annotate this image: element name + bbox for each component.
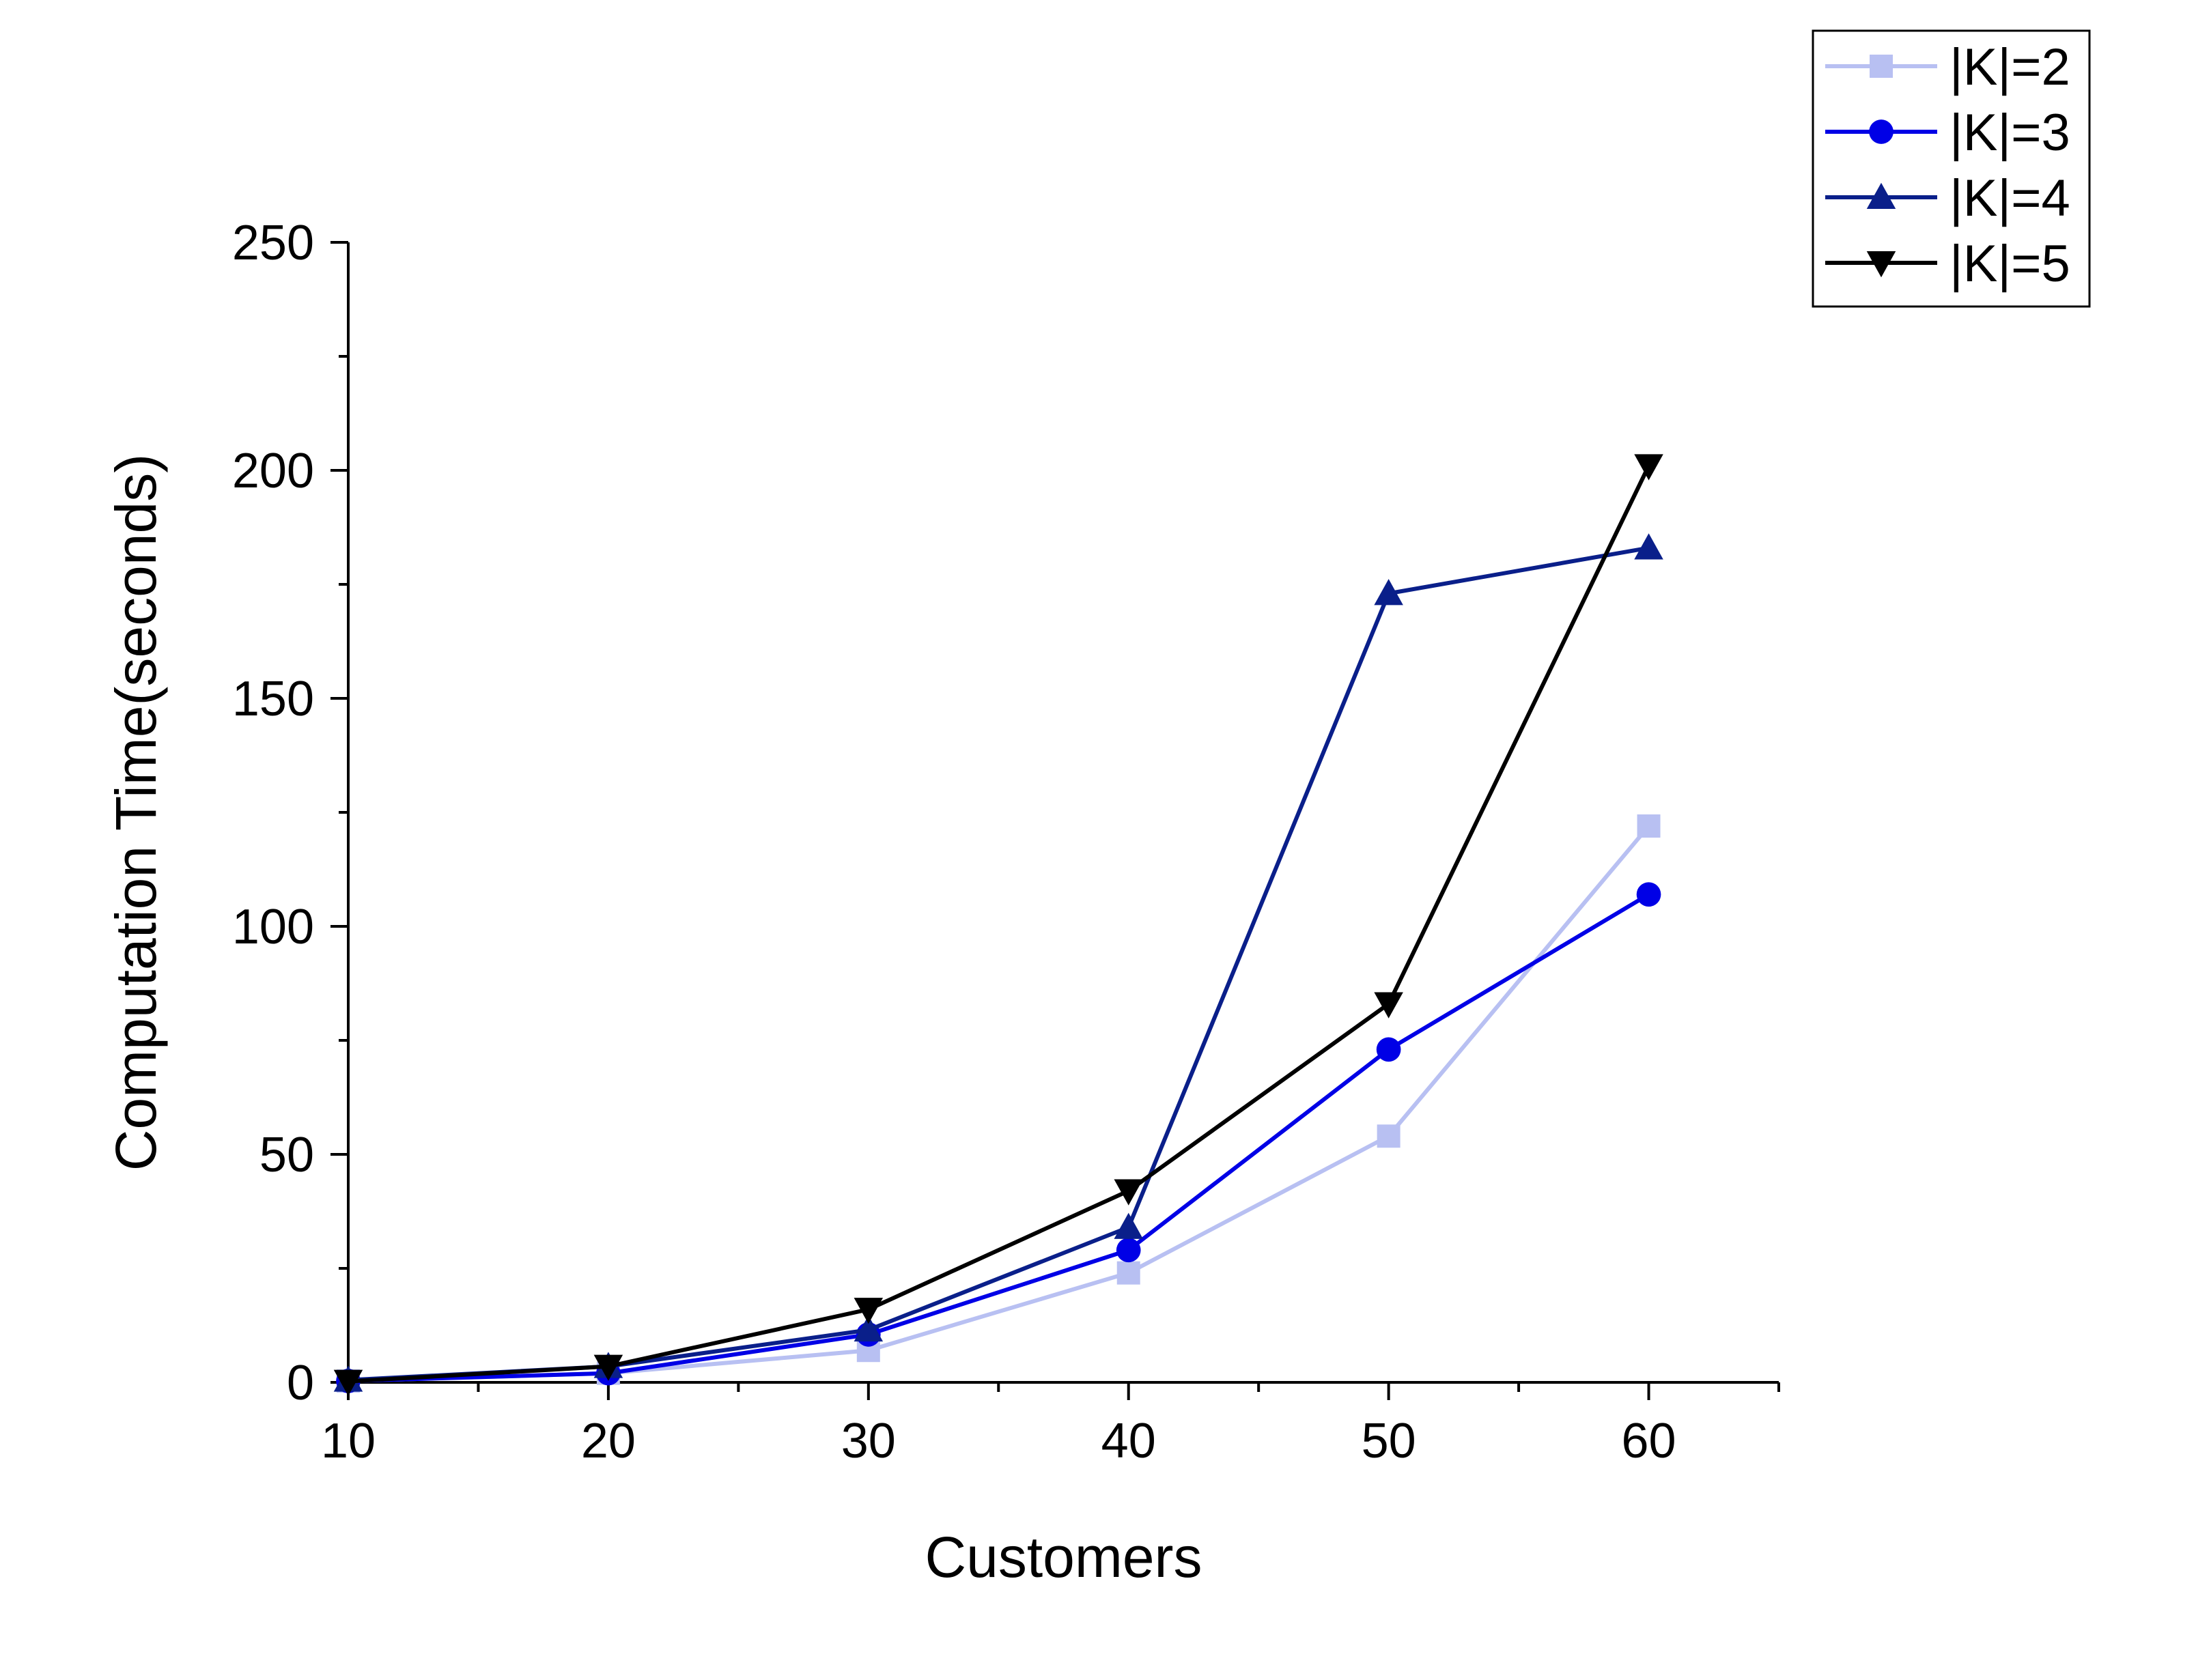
series-2: [336, 882, 1661, 1393]
data-point: [1116, 1238, 1141, 1263]
legend-label: |K|=4: [1949, 169, 2070, 227]
x-tick-label: 10: [321, 1414, 376, 1468]
y-tick-label: 200: [232, 444, 314, 498]
legend-item: |K|=4: [1825, 169, 2070, 227]
y-axis-title: Computation Time(seconds): [104, 454, 168, 1171]
y-tick-label: 150: [232, 672, 314, 726]
legend-marker: [1866, 182, 1896, 209]
data-point: [1374, 992, 1403, 1019]
data-point: [1634, 533, 1663, 560]
data-point: [1634, 454, 1663, 481]
series-4: [333, 454, 1663, 1396]
series-line: [348, 465, 1651, 1384]
x-tick-label: 50: [1362, 1414, 1416, 1468]
data-point: [333, 1369, 363, 1396]
x-tick-label: 30: [841, 1414, 896, 1468]
data-point: [854, 1298, 884, 1324]
legend-box: [1812, 29, 2091, 308]
y-tick-label: 50: [259, 1128, 314, 1182]
series-3: [333, 533, 1663, 1392]
legend-marker: [1866, 251, 1896, 278]
data-point: [1114, 1179, 1143, 1206]
x-tick-label: 60: [1621, 1414, 1676, 1468]
data-point: [1377, 1124, 1400, 1148]
data-point: [1374, 579, 1403, 606]
y-tick-label: 0: [287, 1356, 314, 1410]
y-tick-label: 100: [232, 900, 314, 954]
legend: |K|=2 |K|=3 |K|=4 |K|=5: [1812, 29, 2091, 308]
data-point: [1114, 1212, 1143, 1239]
legend-item: |K|=5: [1825, 235, 2070, 293]
legend-item: |K|=2: [1825, 38, 2070, 96]
data-point: [593, 1354, 623, 1381]
x-axis-title: Customers: [925, 1525, 1202, 1589]
legend-marker: [1870, 55, 1893, 78]
series-1: [337, 814, 1661, 1393]
legend-label: |K|=5: [1949, 235, 2070, 293]
legend-label: |K|=3: [1949, 104, 2070, 162]
data-point: [854, 1315, 884, 1342]
series-line: [348, 825, 1650, 1383]
data-point: [1637, 814, 1661, 838]
y-tick-label: 250: [232, 216, 314, 270]
data-point: [1636, 882, 1661, 907]
series-layer: [333, 454, 1663, 1396]
series-line: [348, 892, 1650, 1383]
legend-label: |K|=2: [1949, 38, 2070, 96]
x-tick-label: 40: [1101, 1414, 1156, 1468]
legend-item: |K|=3: [1825, 104, 2070, 162]
axes: 10 20 30 40 50 60 0 50 100 150 200 250: [232, 216, 1780, 1468]
legend-marker: [1869, 119, 1894, 144]
data-point: [1376, 1037, 1401, 1062]
data-point: [1116, 1261, 1140, 1285]
series-line: [348, 545, 1650, 1382]
x-tick-label: 20: [581, 1414, 636, 1468]
